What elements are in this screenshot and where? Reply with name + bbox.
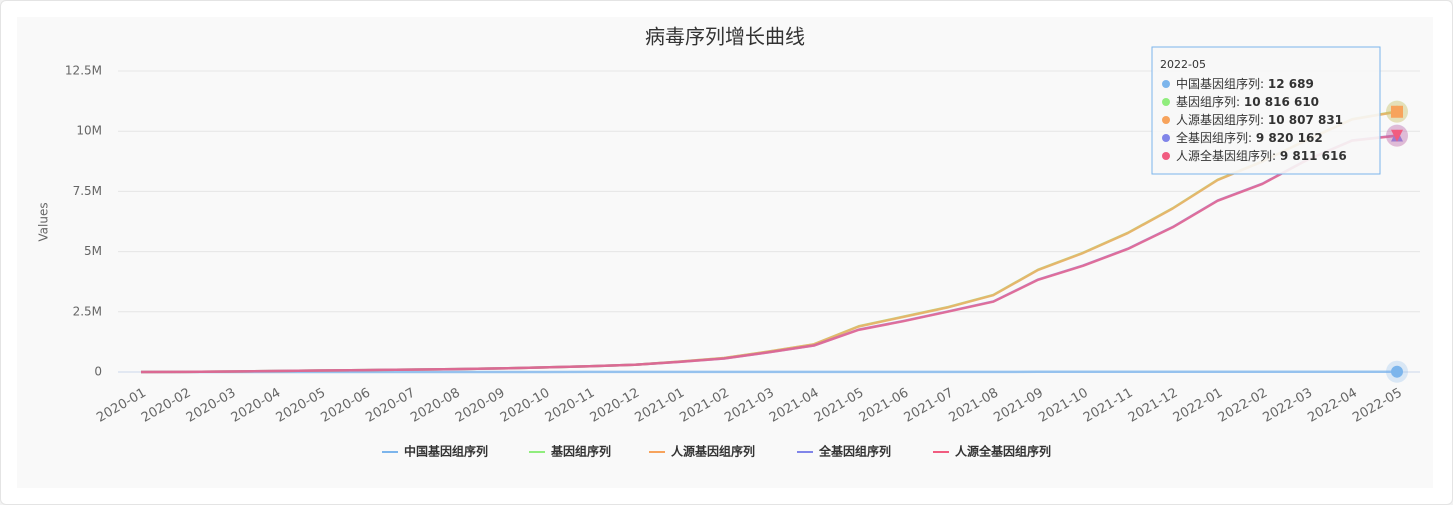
tooltip-sep: :: [1272, 149, 1280, 163]
y-tick-label: 12.5M: [65, 64, 102, 78]
tooltip-sep: :: [1260, 77, 1268, 91]
tooltip-series-name: 基因组序列: [1176, 94, 1236, 109]
tooltip-value: 10 816 610: [1244, 95, 1319, 109]
chart-title: 病毒序列增长曲线: [645, 25, 805, 49]
tooltip-dot: [1162, 116, 1170, 124]
tooltip-value: 12 689: [1268, 77, 1314, 91]
legend-label: 中国基因组序列: [404, 444, 488, 459]
y-tick-label: 7.5M: [73, 184, 102, 198]
hover-marker: [1391, 365, 1403, 378]
tooltip-box: [1151, 46, 1381, 175]
tooltip-series-name: 人源全基因组序列: [1176, 148, 1272, 163]
hover-marker: [1391, 129, 1403, 142]
tooltip-row: 中国基因组序列: 12 689: [1176, 76, 1314, 91]
tooltip-series-name: 中国基因组序列: [1176, 76, 1260, 91]
tooltip-row: 全基因组序列: 9 820 162: [1176, 130, 1323, 145]
tooltip-value: 9 820 162: [1256, 131, 1323, 145]
legend-item[interactable]: 中国基因组序列: [382, 444, 488, 459]
tooltip-dot: [1162, 134, 1170, 142]
legend-label: 人源基因组序列: [671, 444, 755, 459]
tooltip-dot: [1162, 80, 1170, 88]
tooltip-series-name: 全基因组序列: [1176, 130, 1248, 145]
legend-item[interactable]: 人源基因组序列: [649, 444, 755, 459]
tooltip-sep: :: [1260, 113, 1268, 127]
y-tick-label: 0: [94, 365, 102, 379]
tooltip: 2022-05 中国基因组序列: 12 689 基因组序列: 10 816 610 人…: [1151, 46, 1381, 175]
tooltip-row: 基因组序列: 10 816 610: [1176, 94, 1319, 109]
tooltip-row: 人源全基因组序列: 9 811 616: [1176, 148, 1347, 163]
y-tick-label: 10M: [76, 124, 102, 138]
legend-label: 全基因组序列: [818, 444, 891, 459]
y-tick-label: 2.5M: [73, 304, 102, 318]
series-line: [140, 134, 1398, 374]
legend-label: 基因组序列: [550, 444, 611, 459]
legend-item[interactable]: 全基因组序列: [797, 444, 891, 459]
legend-label: 人源全基因组序列: [955, 444, 1051, 459]
tooltip-header: 2022-05: [1160, 58, 1206, 71]
y-tick-label: 5M: [84, 244, 102, 258]
tooltip-row: 人源基因组序列: 10 807 831: [1176, 112, 1343, 127]
tooltip-value: 10 807 831: [1268, 113, 1343, 127]
y-axis-title: Values: [37, 202, 51, 241]
hover-marker: [1391, 105, 1403, 118]
tooltip-dot: [1162, 152, 1170, 160]
tooltip-value: 9 811 616: [1280, 149, 1347, 163]
tooltip-series-name: 人源基因组序列: [1176, 112, 1260, 127]
tooltip-sep: :: [1248, 131, 1256, 145]
legend-item[interactable]: 人源全基因组序列: [933, 444, 1051, 459]
tooltip-dot: [1162, 98, 1170, 106]
legend-item[interactable]: 基因组序列: [529, 444, 611, 459]
tooltip-sep: :: [1236, 95, 1244, 109]
